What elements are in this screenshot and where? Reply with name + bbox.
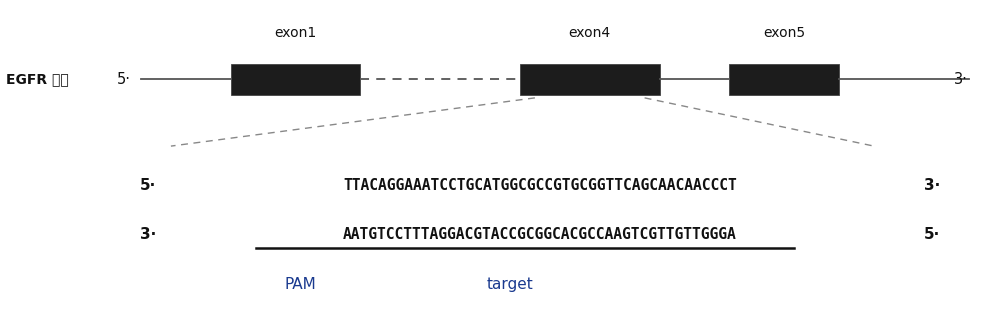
Text: 3·: 3· <box>924 177 940 192</box>
Text: exon4: exon4 <box>569 26 611 40</box>
Text: exon1: exon1 <box>274 26 317 40</box>
Text: 3·: 3· <box>140 227 156 242</box>
Text: target: target <box>487 277 533 292</box>
Text: exon5: exon5 <box>763 26 805 40</box>
Bar <box>520 64 660 95</box>
Text: 5·: 5· <box>140 177 156 192</box>
Text: 5·: 5· <box>924 227 940 242</box>
Text: 3·: 3· <box>954 72 968 87</box>
Text: PAM: PAM <box>285 277 316 292</box>
Bar <box>231 64 360 95</box>
Text: AATGTCCTTTAGGACGTACCGCGGCACGCCAAGTCGTTGTTGGGA: AATGTCCTTTAGGACGTACCGCGGCACGCCAAGTCGTTGT… <box>343 227 737 242</box>
Bar <box>729 64 839 95</box>
Text: 5·: 5· <box>117 72 131 87</box>
Text: TTACAGGAAATCCTGCATGGCGCCGTGCGGTTCAGCAACAACCCT: TTACAGGAAATCCTGCATGGCGCCGTGCGGTTCAGCAACA… <box>343 177 737 192</box>
Text: EGFR 基因: EGFR 基因 <box>6 72 69 86</box>
